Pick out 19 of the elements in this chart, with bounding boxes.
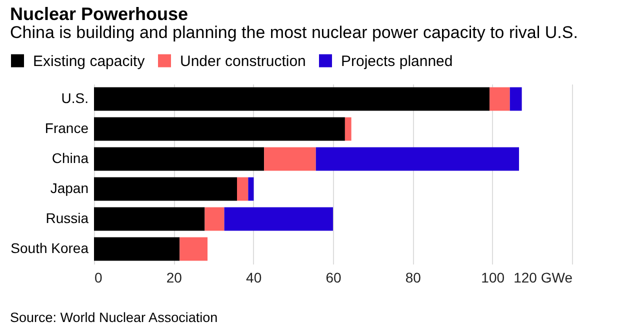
x-tick-label: 80 — [405, 270, 422, 286]
x-tick-label: 60 — [326, 270, 342, 286]
chart-title: Nuclear Powerhouse — [10, 4, 188, 24]
legend-label: Under construction — [180, 52, 306, 70]
x-tick-label: 40 — [246, 270, 262, 286]
y-tick-label: South Korea — [10, 240, 89, 256]
x-tick-label: 0 — [94, 270, 102, 286]
x-tick-label: 20 — [166, 270, 182, 286]
source-note: Source: World Nuclear Association — [10, 310, 218, 325]
legend-label: Projects planned — [341, 52, 453, 70]
y-tick-label: U.S. — [61, 90, 88, 106]
legend-label: Existing capacity — [33, 52, 146, 70]
chart-subtitle: China is building and planning the most nuclear power capacity to rival U.S. — [10, 23, 578, 42]
x-tick-label: 120 GWe — [514, 270, 573, 286]
y-tick-label: France — [44, 120, 89, 136]
x-tick-label: 100 — [481, 270, 505, 286]
y-tick-label: Japan — [50, 180, 88, 196]
y-tick-label: Russia — [46, 210, 89, 226]
y-tick-label: China — [52, 150, 89, 166]
